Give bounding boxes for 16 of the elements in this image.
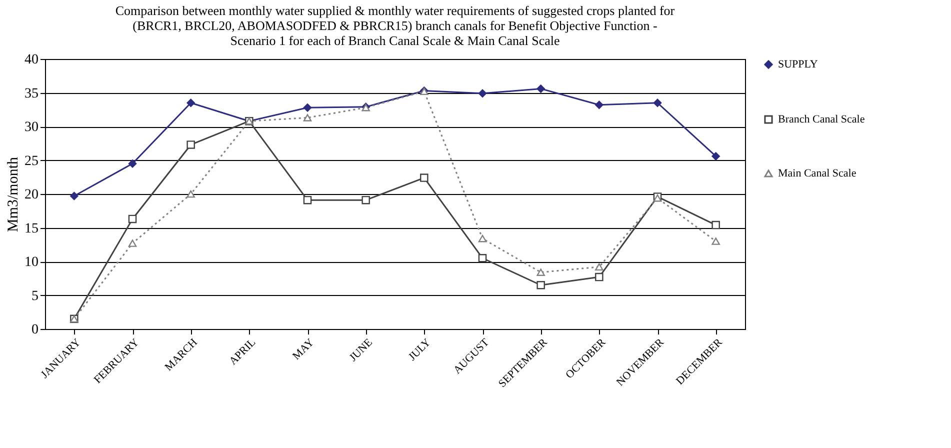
y-tick-label: 30 bbox=[24, 120, 38, 135]
legend-label: Main Canal Scale bbox=[778, 168, 856, 180]
legend-label: SUPPLY bbox=[778, 58, 818, 70]
y-tick-label: 20 bbox=[24, 188, 38, 202]
y-tick-label: 0 bbox=[32, 322, 38, 338]
y-tick-label: 35 bbox=[24, 86, 38, 102]
y-tick-label: 5 bbox=[32, 288, 38, 304]
text: (BRCR1, BRCL20, ABOMASODFED & PBRCR15) branch canals for Benefit Objective Function - bbox=[132, 18, 658, 33]
legend-label: Branch Canal Scale bbox=[778, 114, 865, 126]
text: Comparison between monthly water supplied & monthly water requirements of suggested crops planted for bbox=[115, 3, 675, 18]
y-axis-title: Mm3/month bbox=[6, 156, 22, 232]
y-tick-label: 10 bbox=[24, 255, 38, 270]
y-tick-label: 40 bbox=[24, 52, 38, 68]
text: Scenario 1 for each of Branch Canal Scale & Main Canal Scale bbox=[230, 33, 560, 48]
y-tick-label: 15 bbox=[24, 221, 38, 236]
y-tick-label: 25 bbox=[24, 154, 38, 169]
